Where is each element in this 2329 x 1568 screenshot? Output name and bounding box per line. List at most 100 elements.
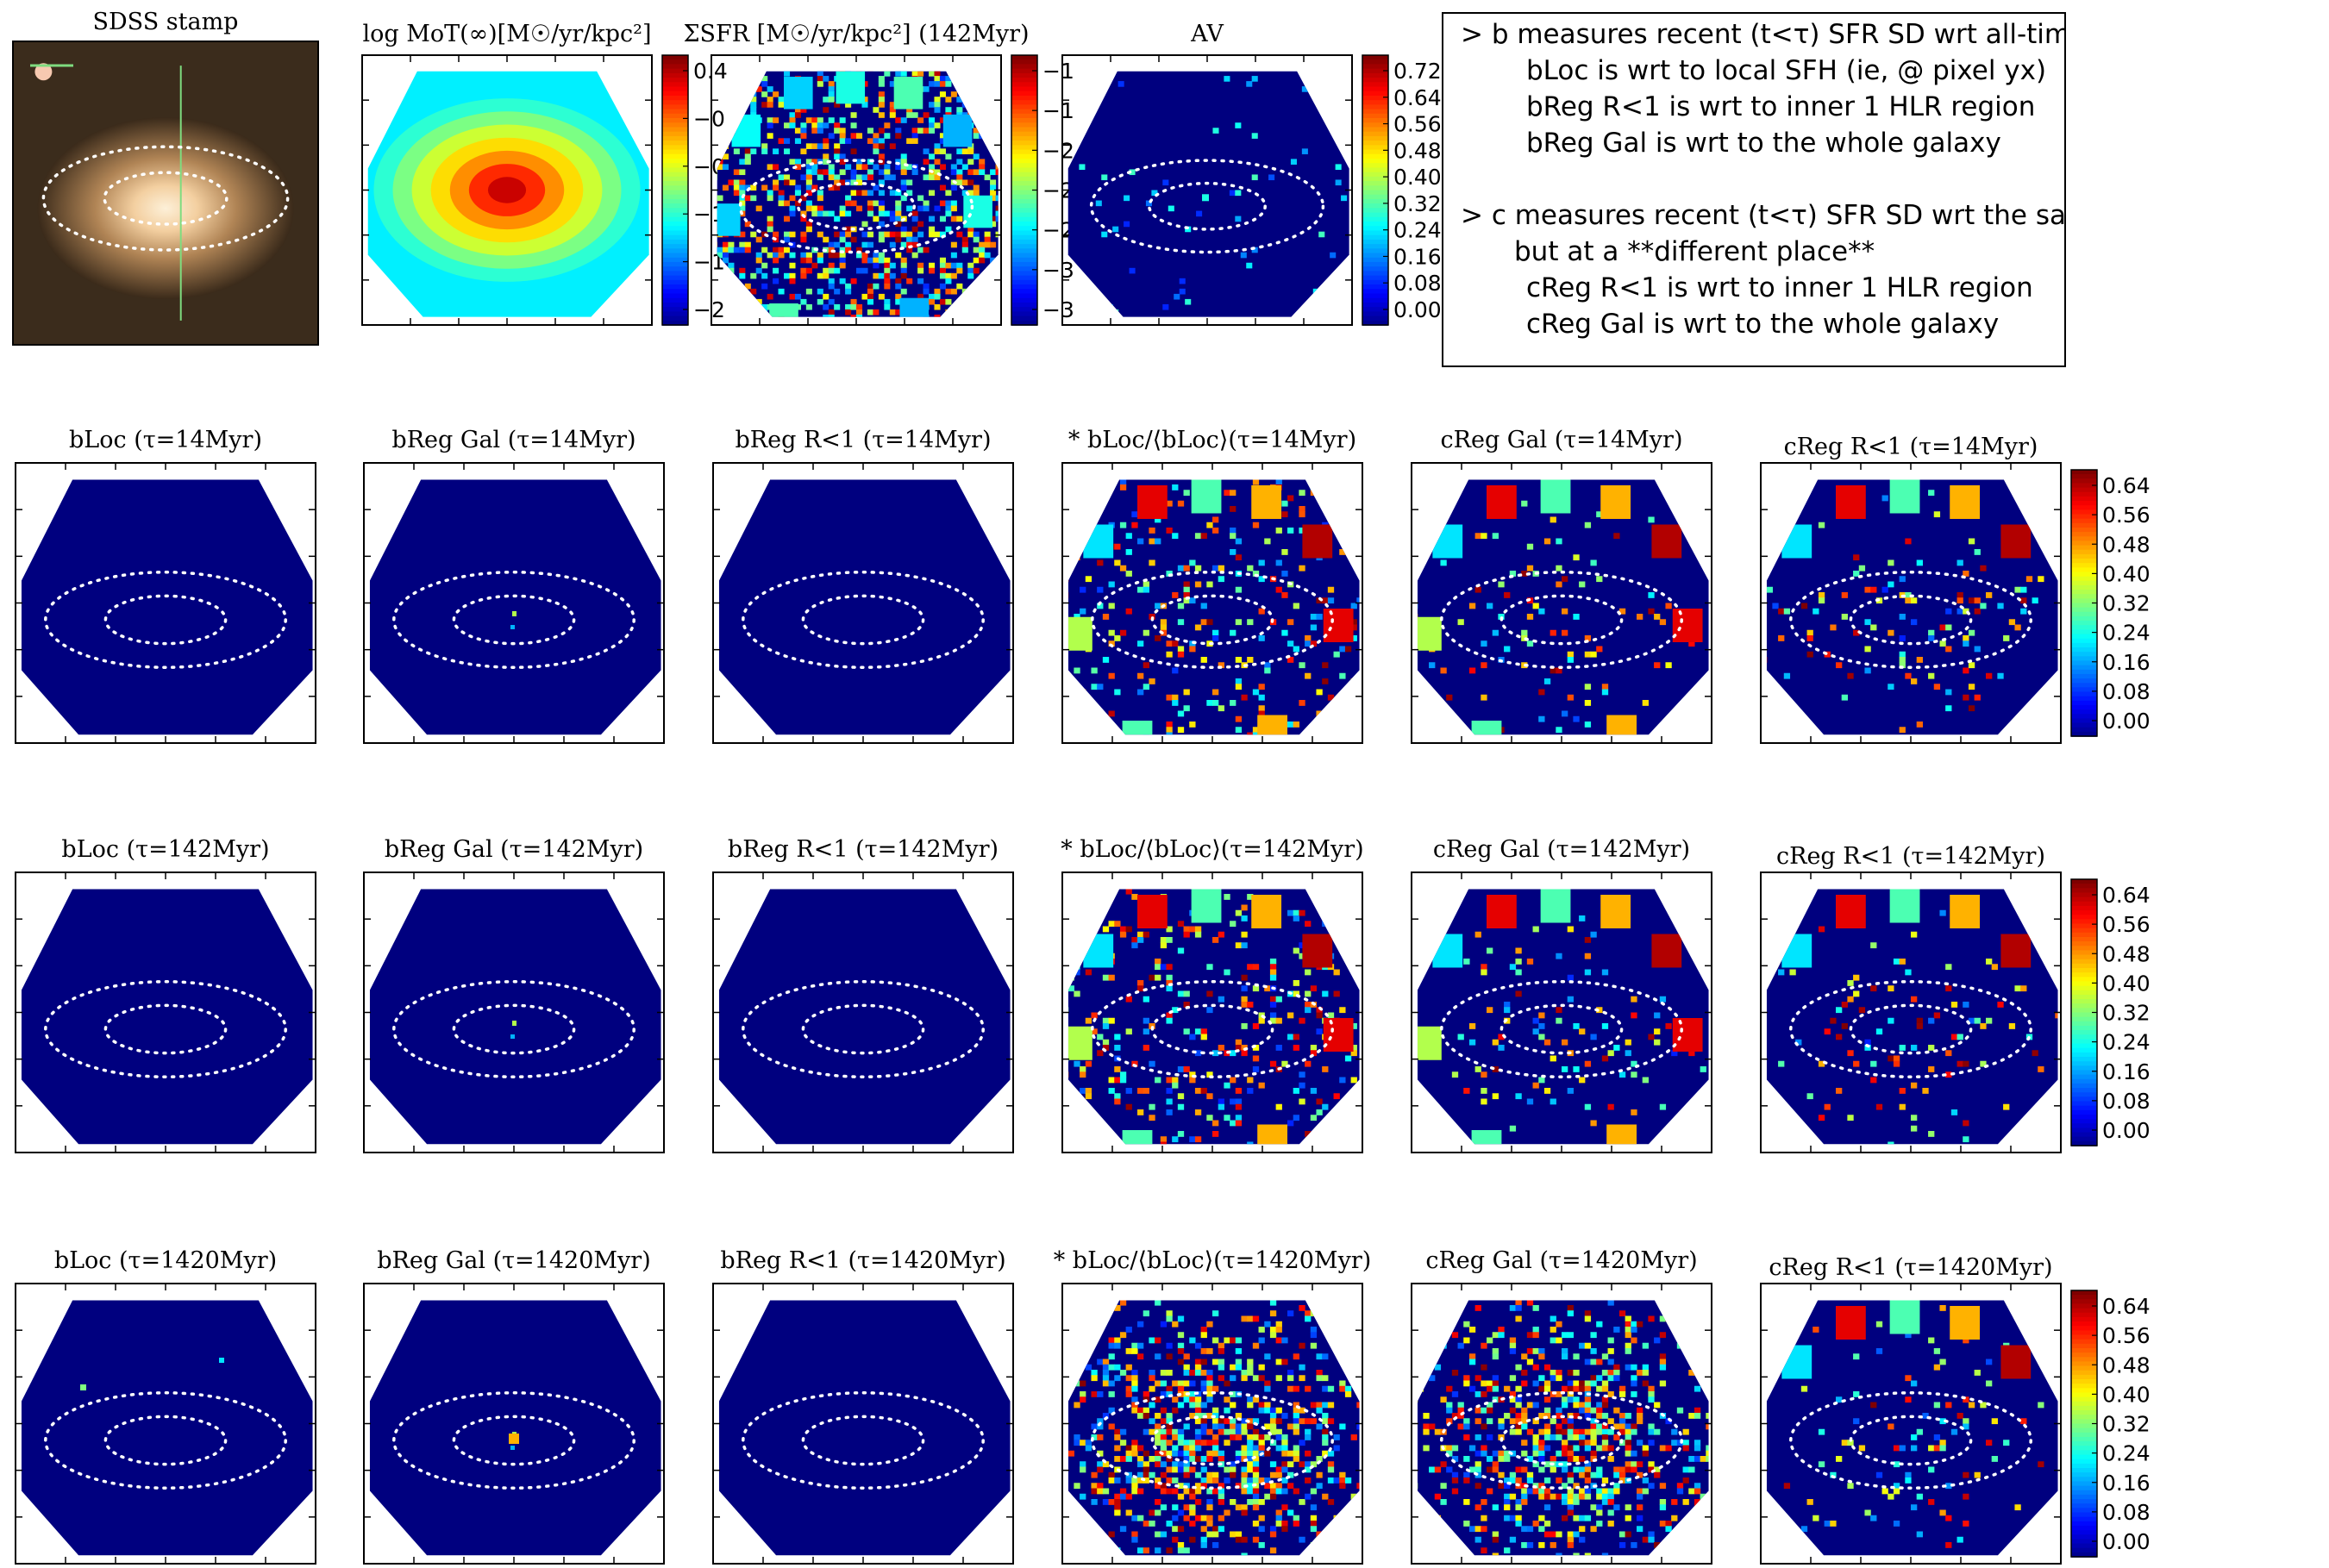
r2_creg1-hlr-ellipses xyxy=(1789,980,2032,1078)
r2_breg1-hlr-ellipses xyxy=(742,980,985,1078)
r2_bratio-axes xyxy=(1061,871,1363,1153)
note-line-creg-gal: cReg Gal is wrt to the whole galaxy xyxy=(1526,309,2000,340)
r2_cregal-map xyxy=(1417,889,1709,1145)
r3_bregal-title: bReg Gal (τ=1420Myr) xyxy=(377,1247,651,1274)
r1_bregal-axes xyxy=(363,462,665,744)
r3_cregal-hlr-ellipses xyxy=(1440,1391,1683,1490)
r1_creg1-colorbar-tick: 0.56 xyxy=(2102,503,2151,528)
r1_creg1-colorbar: 0.64 0.56 0.48 0.40 0.32 0.24 0.16 0.08 0.00 xyxy=(2070,469,2151,737)
r3_creg1-title: cReg R<1 (τ=1420Myr) xyxy=(1769,1254,2052,1281)
r3_creg1-colorbar-tick: 0.16 xyxy=(2102,1471,2151,1496)
r3_bregal-hlr-ellipses xyxy=(392,1391,635,1490)
r2_bloc-map xyxy=(21,889,313,1145)
mot-colorbar: 0.4−0−0−1−1−2 xyxy=(661,54,728,326)
sfr-colorbar-tick: −3 xyxy=(1042,297,1074,322)
note-line-b: > b measures recent (t<τ) SFR SD wrt all… xyxy=(1461,19,2064,50)
r2_creg1-colorbar-tick: 0.24 xyxy=(2102,1030,2151,1055)
r2_bratio-title: * bLoc/⟨bLoc⟩(τ=142Myr) xyxy=(1061,836,1363,863)
r2_bloc-hlr-ellipses xyxy=(44,980,287,1078)
r3_breg1-hlr-ellipses xyxy=(742,1391,985,1490)
av-colorbar-tick: 0.56 xyxy=(1393,112,1442,137)
r1_creg1-colorbar-tick: 0.16 xyxy=(2102,650,2151,675)
r1_creg1-colorbar-tick: 0.40 xyxy=(2102,561,2151,586)
r1_creg1-colorbar-tick: 0.64 xyxy=(2102,473,2151,498)
r3_bratio-title: * bLoc/⟨bLoc⟩(τ=1420Myr) xyxy=(1054,1247,1372,1274)
r3_creg1-colorbar: 0.64 0.56 0.48 0.40 0.32 0.24 0.16 0.08 0.00 xyxy=(2070,1290,2151,1558)
r1_breg1-map xyxy=(718,479,1011,735)
sfr-colorbar-tick: −1 xyxy=(1042,98,1074,123)
r2_creg1-colorbar: 0.64 0.56 0.48 0.40 0.32 0.24 0.16 0.08 0.00 xyxy=(2070,878,2151,1146)
r3_bratio-hlr-ellipses xyxy=(1091,1391,1334,1490)
r2_bloc-axes xyxy=(15,871,316,1153)
r3_bloc-pixel xyxy=(219,1358,224,1363)
av-colorbar: 0.720.640.560.480.400.320.240.160.080.00 xyxy=(1362,54,1442,326)
r2_bratio-map xyxy=(1067,889,1360,1145)
av-colorbar-tick: 0.08 xyxy=(1393,271,1442,296)
r2_cregal-title: cReg Gal (τ=142Myr) xyxy=(1433,836,1690,863)
r1_bloc-axes xyxy=(15,462,316,744)
r2_creg1-colorbar-tick: 0.40 xyxy=(2102,971,2151,996)
r3_creg1-hlr-ellipses xyxy=(1789,1391,2032,1490)
r2_cregal-axes xyxy=(1411,871,1712,1153)
r2_bregal-map xyxy=(369,889,661,1145)
r2_creg1-axes xyxy=(1760,871,2062,1153)
r2_cregal-hlr-ellipses xyxy=(1440,980,1683,1078)
av-colorbar-tick: 0.24 xyxy=(1393,218,1442,243)
r2_breg1-title: bReg R<1 (τ=142Myr) xyxy=(728,836,999,863)
sfr-colorbar-tick: −3 xyxy=(1042,258,1074,283)
av-colorbar-tick: 0.32 xyxy=(1393,191,1442,216)
mot-axes xyxy=(361,54,653,326)
r1_bratio-map xyxy=(1067,479,1360,735)
note-line-breg-gal: bReg Gal is wrt to the whole galaxy xyxy=(1526,128,2001,159)
av-colorbar-tick: 0.00 xyxy=(1393,297,1442,322)
r3_cregal-title: cReg Gal (τ=1420Myr) xyxy=(1425,1247,1697,1274)
mot-colorbar-tick: 0.4 xyxy=(693,59,728,84)
r3_creg1-colorbar-tick: 0.64 xyxy=(2102,1294,2151,1319)
description-box: > b measures recent (t<τ) SFR SD wrt all… xyxy=(1442,12,2066,367)
r1_bratio-title: * bLoc/⟨bLoc⟩(τ=14Myr) xyxy=(1068,427,1356,453)
r1_creg1-axes xyxy=(1760,462,2062,744)
r1_creg1-colorbar-tick: 0.48 xyxy=(2102,532,2151,557)
av-axes xyxy=(1061,54,1353,326)
sfr-hlr-ellipses xyxy=(738,159,974,254)
r2_breg1-map xyxy=(718,889,1011,1145)
r2_bregal-title: bReg Gal (τ=142Myr) xyxy=(385,836,643,863)
sdss-stamp-image xyxy=(12,41,319,346)
r2_creg1-colorbar-tick: 0.08 xyxy=(2102,1089,2151,1114)
r3_bregal-axes xyxy=(363,1283,665,1565)
r3_bloc-axes xyxy=(15,1283,316,1565)
mot-colorbar-tick: −0 xyxy=(693,106,725,131)
r1_cregal-hlr-ellipses xyxy=(1440,571,1683,669)
r2_bregal-hlr-ellipses xyxy=(392,980,635,1078)
r3_creg1-colorbar-tick: 0.40 xyxy=(2102,1382,2151,1407)
r3_creg1-colorbar-tick: 0.00 xyxy=(2102,1529,2151,1554)
r1_bloc-map xyxy=(21,479,313,735)
r1_cregal-axes xyxy=(1411,462,1712,744)
r2_creg1-colorbar-tick: 0.00 xyxy=(2102,1118,2151,1143)
r3_bloc-map xyxy=(21,1300,313,1556)
sdss-stamp-hlr-ellipses xyxy=(41,145,290,252)
r2_bratio-hlr-ellipses xyxy=(1091,980,1334,1078)
av-colorbar-tick: 0.64 xyxy=(1393,85,1442,110)
r3_breg1-title: bReg R<1 (τ=1420Myr) xyxy=(720,1247,1005,1274)
r2_creg1-colorbar-tick: 0.64 xyxy=(2102,883,2151,908)
r1_breg1-hlr-ellipses xyxy=(742,571,985,669)
av-title: AV xyxy=(1190,21,1224,47)
note-line-different-place: but at a **different place** xyxy=(1514,236,1875,267)
note-line-c: > c measures recent (t<τ) SFR SD wrt the… xyxy=(1461,200,2066,231)
r2_bregal-axes xyxy=(363,871,665,1153)
r3_bloc-title: bLoc (τ=1420Myr) xyxy=(54,1247,277,1274)
r1_creg1-colorbar-tick: 0.32 xyxy=(2102,591,2151,616)
r3_breg1-axes xyxy=(712,1283,1014,1565)
r1_bregal-hlr-ellipses xyxy=(392,571,635,669)
note-line-creg-r1: cReg R<1 is wrt to inner 1 HLR region xyxy=(1526,272,2033,303)
note-line-bloc: bLoc is wrt to local SFH (ie, @ pixel yx… xyxy=(1526,55,2047,86)
r2_creg1-title: cReg R<1 (τ=142Myr) xyxy=(1776,843,2045,870)
av-colorbar-tick: 0.48 xyxy=(1393,138,1442,163)
sfr-axes xyxy=(711,54,1002,326)
r3_bregal-map xyxy=(369,1300,661,1556)
av-hlr-ellipses xyxy=(1089,159,1325,254)
r2_bloc-title: bLoc (τ=142Myr) xyxy=(61,836,269,863)
r1_bratio-axes xyxy=(1061,462,1363,744)
